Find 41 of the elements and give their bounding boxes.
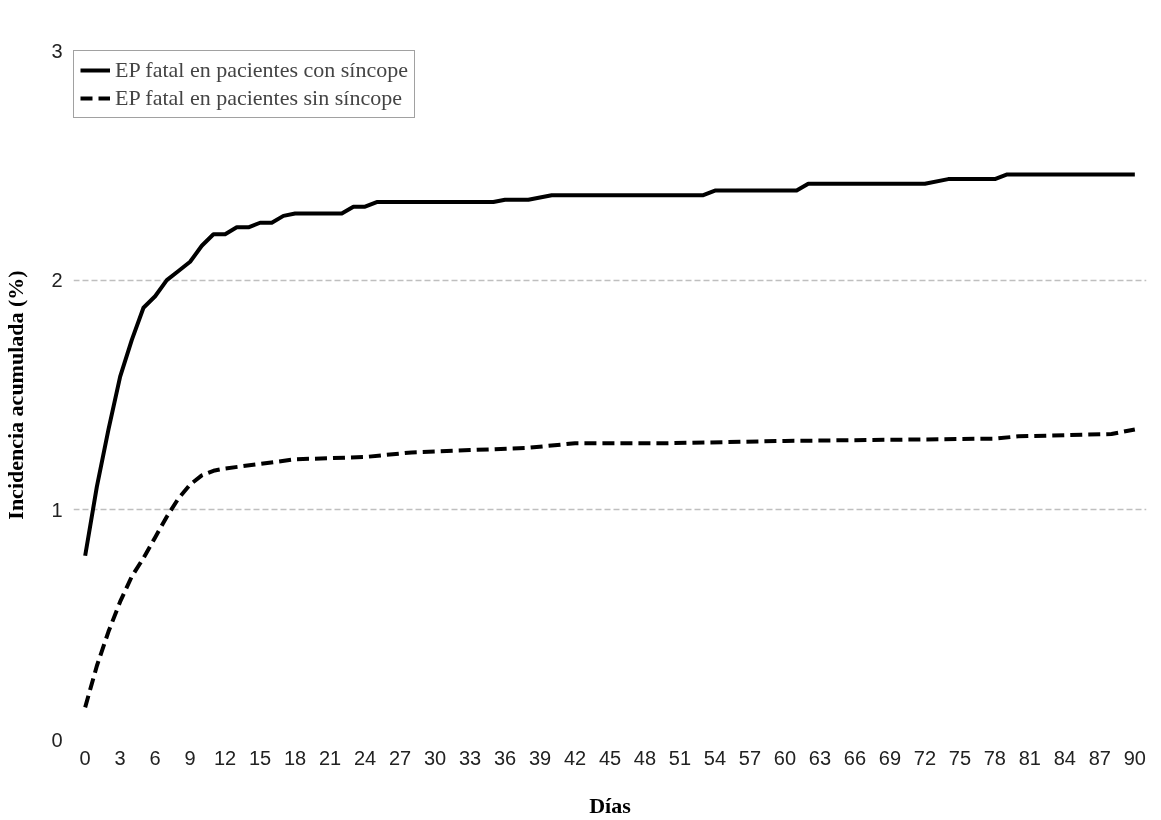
line-series — [83, 172, 1137, 558]
x-tick-label: 84 — [1053, 746, 1076, 769]
x-tick-label: 27 — [388, 746, 412, 769]
legend-label: EP fatal en pacientes sin síncope — [115, 85, 402, 111]
y-axis-title: Incidencia acumulada (%) — [3, 270, 29, 520]
x-tick-label: 0 — [79, 746, 91, 769]
x-tick-label: 15 — [248, 746, 272, 769]
y-tick-label: 2 — [51, 269, 63, 292]
y-tick-label: 0 — [51, 728, 63, 751]
x-tick-label: 87 — [1088, 746, 1111, 769]
line-series — [83, 427, 1137, 710]
x-tick-label: 51 — [668, 746, 692, 769]
x-tick-label: 24 — [353, 746, 377, 769]
x-tick-label: 57 — [738, 746, 762, 769]
x-tick-label: 60 — [773, 746, 797, 769]
x-tick-label: 78 — [983, 746, 1007, 769]
x-tick-label: 75 — [948, 746, 972, 769]
x-tick-label: 39 — [528, 746, 552, 769]
x-tick-label: 90 — [1123, 746, 1146, 769]
x-tick-label: 72 — [913, 746, 937, 769]
x-tick-label: 81 — [1018, 746, 1041, 769]
legend-label: EP fatal en pacientes con síncope — [115, 57, 409, 83]
x-tick-label: 54 — [703, 746, 727, 769]
x-tick-label: 33 — [458, 746, 482, 769]
y-tick-label: 1 — [51, 498, 63, 521]
y-tick-label: 3 — [51, 39, 63, 62]
x-tick-label: 42 — [563, 746, 587, 769]
x-tick-label: 30 — [423, 746, 447, 769]
x-tick-label: 9 — [184, 746, 196, 769]
x-axis-title: Días — [589, 792, 632, 818]
x-tick-label: 63 — [808, 746, 832, 769]
x-tick-label: 69 — [878, 746, 902, 769]
x-tick-label: 12 — [214, 746, 237, 769]
x-tick-label: 21 — [318, 746, 342, 769]
x-tick-label: 45 — [598, 746, 622, 769]
x-tick-label: 36 — [493, 746, 517, 769]
x-tick-label: 66 — [843, 746, 867, 769]
x-tick-label: 6 — [149, 746, 161, 769]
x-tick-label: 3 — [114, 746, 126, 769]
x-tick-label: 48 — [633, 746, 657, 769]
x-tick-label: 18 — [283, 746, 307, 769]
